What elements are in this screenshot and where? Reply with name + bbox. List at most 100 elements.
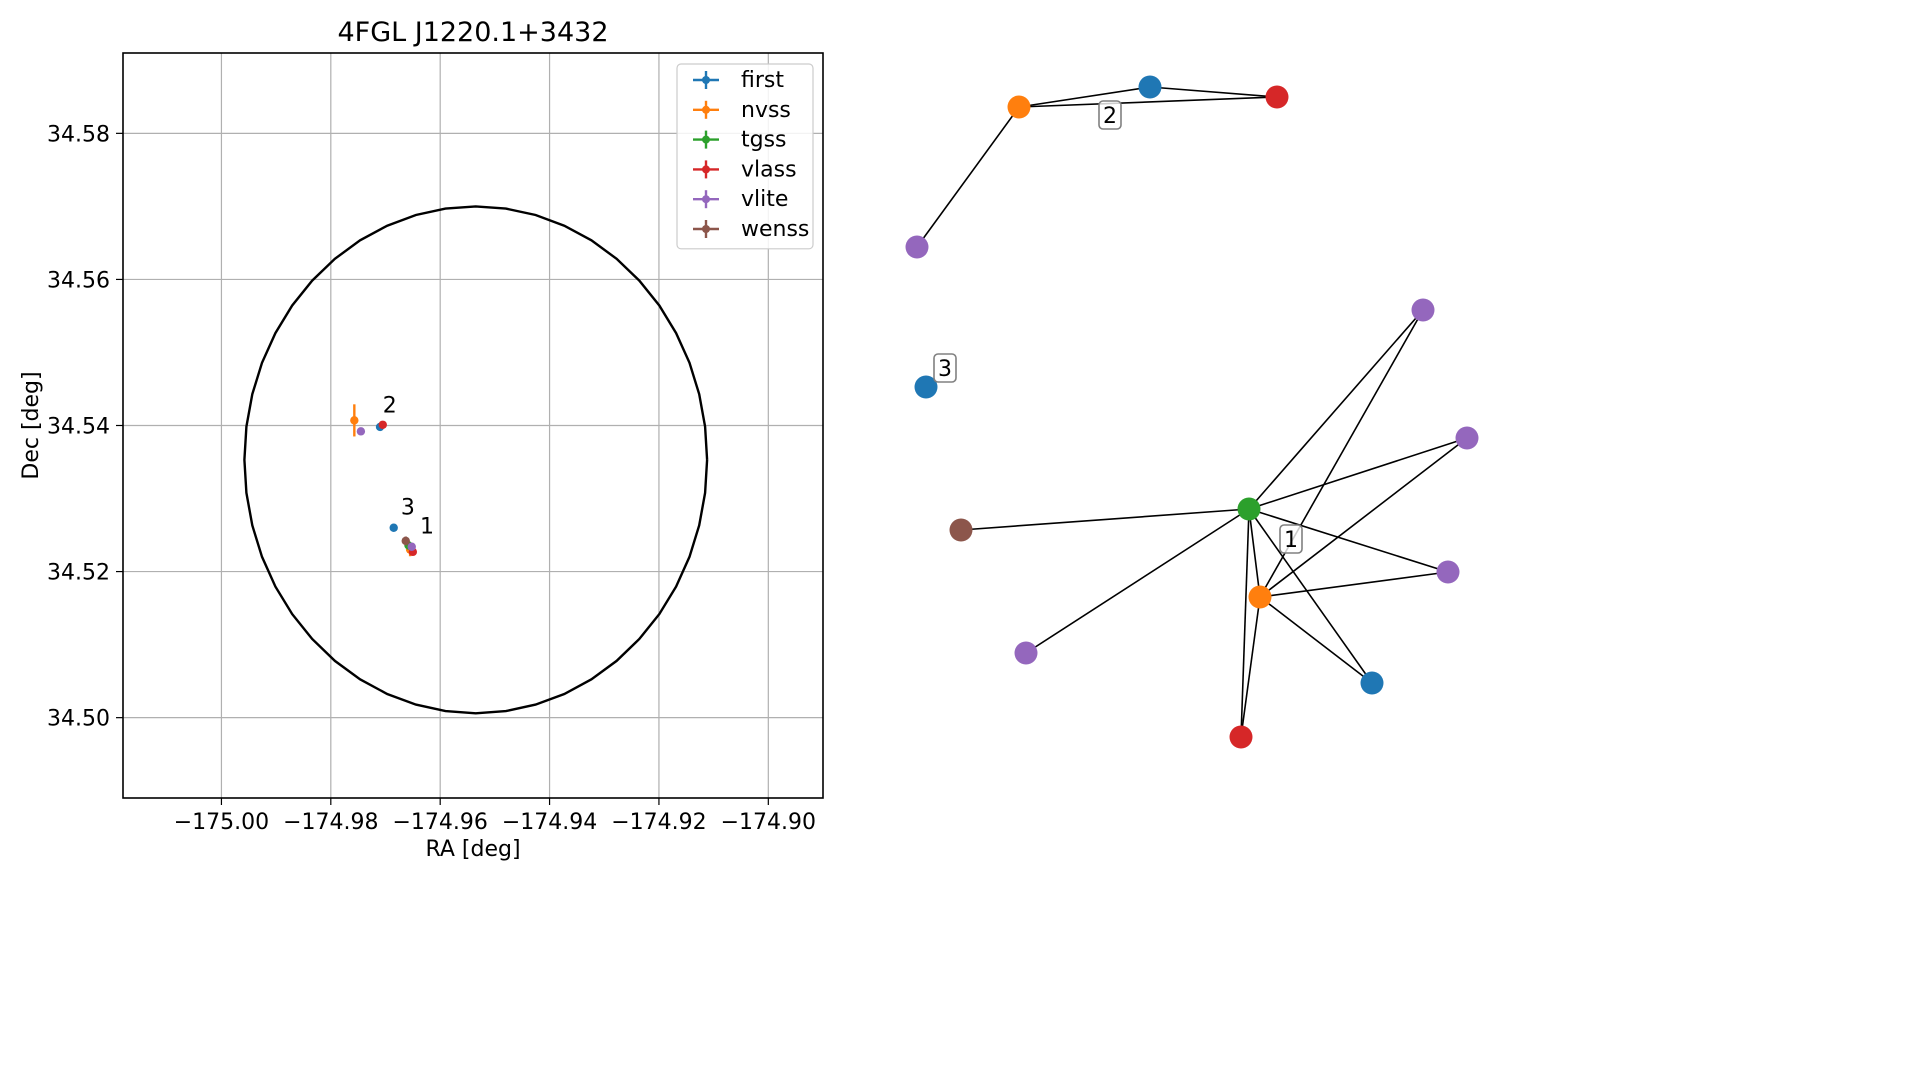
legend-entry-tgss: tgss — [693, 128, 787, 153]
network-nodes — [905, 75, 1479, 749]
network-node-nvss — [1248, 585, 1272, 609]
network-edge — [1248, 437, 1468, 510]
legend-label: tgss — [741, 128, 787, 153]
x-axis-label: RA [deg] — [425, 837, 520, 862]
vlass-marker — [378, 420, 387, 429]
y-tick-label: 34.58 — [47, 122, 110, 147]
wenss-point — [401, 536, 410, 546]
network-label-text: 3 — [938, 357, 952, 382]
legend-entry-nvss: nvss — [693, 98, 791, 123]
network-label-text: 1 — [1284, 528, 1298, 553]
network-label-box — [933, 353, 957, 383]
network-group-label: 2 — [1098, 100, 1122, 130]
legend-swatch-marker — [702, 105, 710, 114]
legend-label: wenss — [741, 217, 809, 242]
legend-entry-vlite: vlite — [693, 187, 788, 212]
network-edge — [1259, 437, 1468, 598]
nvss-marker — [350, 416, 359, 425]
wenss-marker — [401, 536, 410, 546]
network-edge — [1018, 86, 1151, 108]
legend-swatch-marker — [702, 135, 710, 144]
localization-ellipse — [243, 205, 709, 715]
vlite-marker — [356, 427, 366, 436]
network-node-first — [914, 375, 938, 399]
network-edge — [916, 106, 1020, 248]
legend-swatch-marker — [702, 165, 710, 174]
network-edge — [1025, 508, 1250, 654]
network-edge — [1248, 508, 1373, 684]
legend-swatch-marker — [702, 76, 710, 84]
vlass-point — [378, 420, 387, 429]
network-edge — [1259, 309, 1424, 598]
group-annotation: 1 — [420, 515, 434, 540]
network-edge — [1248, 508, 1449, 573]
y-tick-label: 34.50 — [47, 707, 110, 732]
annotation-layer: 2 31 — [383, 393, 434, 539]
first-point — [389, 523, 398, 532]
y-tick-label: 34.56 — [47, 268, 110, 293]
error-ellipse-layer — [243, 205, 709, 715]
vlite-marker — [407, 542, 416, 551]
network-edge — [1149, 86, 1278, 98]
x-tick-label: −174.90 — [721, 810, 816, 835]
legend-label: first — [741, 68, 784, 93]
network-node-first — [1138, 75, 1162, 99]
legend-label: vlass — [741, 157, 797, 182]
vlite-point — [356, 427, 366, 436]
network-edge — [1259, 596, 1373, 684]
x-tick-label: −174.96 — [392, 810, 487, 835]
network-node-vlite — [1436, 560, 1460, 584]
network-node-vlite — [1014, 641, 1038, 665]
network-edges — [916, 86, 1468, 738]
y-tick-label: 34.52 — [47, 561, 110, 586]
vlite-point — [407, 542, 416, 551]
x-tick-label: −174.92 — [611, 810, 706, 835]
legend-swatch-marker — [702, 225, 710, 233]
y-axis-ticks: 34.50 34.52 34.54 34.56 34.58 — [47, 122, 123, 732]
network-edge — [960, 508, 1250, 531]
network-node-tgss — [1237, 497, 1261, 521]
network-edge — [1259, 571, 1449, 598]
legend-swatch-marker — [702, 195, 710, 204]
x-axis-ticks: −175.00 −174.98 −174.96 −174.94 −174.92 −174.… — [174, 798, 816, 835]
legend-entry-vlass: vlass — [693, 157, 797, 182]
legend-entry-first: first — [693, 68, 784, 93]
network-edge — [1240, 508, 1250, 738]
x-tick-label: −174.94 — [502, 810, 597, 835]
nvss-point — [350, 404, 359, 437]
network-group-labels: 2 3 1 — [933, 100, 1303, 554]
group-annotation: 2 — [383, 393, 397, 418]
first-marker — [389, 523, 398, 532]
network-node-nvss — [1007, 95, 1031, 119]
x-tick-label: −175.00 — [174, 810, 269, 835]
network-node-vlass — [1229, 725, 1253, 749]
group-annotation: 3 — [401, 496, 415, 521]
network-edge — [1248, 309, 1424, 510]
y-tick-label: 34.54 — [47, 415, 110, 440]
legend-entry-wenss: wenss — [693, 217, 809, 242]
network-node-vlass — [1265, 85, 1289, 109]
legend-label: nvss — [741, 98, 791, 123]
data-points-layer — [350, 404, 418, 557]
x-tick-label: −174.98 — [283, 810, 378, 835]
network-node-vlite — [1411, 298, 1435, 322]
network-node-first — [1360, 671, 1384, 695]
network-node-vlite — [905, 235, 929, 259]
network-label-text: 2 — [1103, 104, 1117, 129]
network-label-box — [1098, 100, 1122, 130]
network-node-vlite — [1455, 426, 1479, 450]
y-axis-label: Dec [deg] — [19, 371, 44, 479]
legend: first nvss tgss vlass vlite wenss — [676, 63, 814, 250]
legend-label: vlite — [741, 187, 788, 212]
chart-title: 4FGL J1220.1+3432 — [337, 17, 608, 48]
network-edge — [1018, 96, 1278, 108]
association-network: 2 3 1 — [905, 75, 1479, 749]
network-group-label: 3 — [933, 353, 957, 383]
network-node-wenss — [949, 518, 973, 542]
network-label-box — [1279, 524, 1303, 554]
network-group-label: 1 — [1279, 524, 1303, 554]
network-edge — [1248, 508, 1261, 598]
network-edge — [1240, 596, 1261, 738]
sky-position-axes: 2 31 −175.00 −174.98 −174.96 −174.94 −174.92−… — [19, 17, 824, 862]
